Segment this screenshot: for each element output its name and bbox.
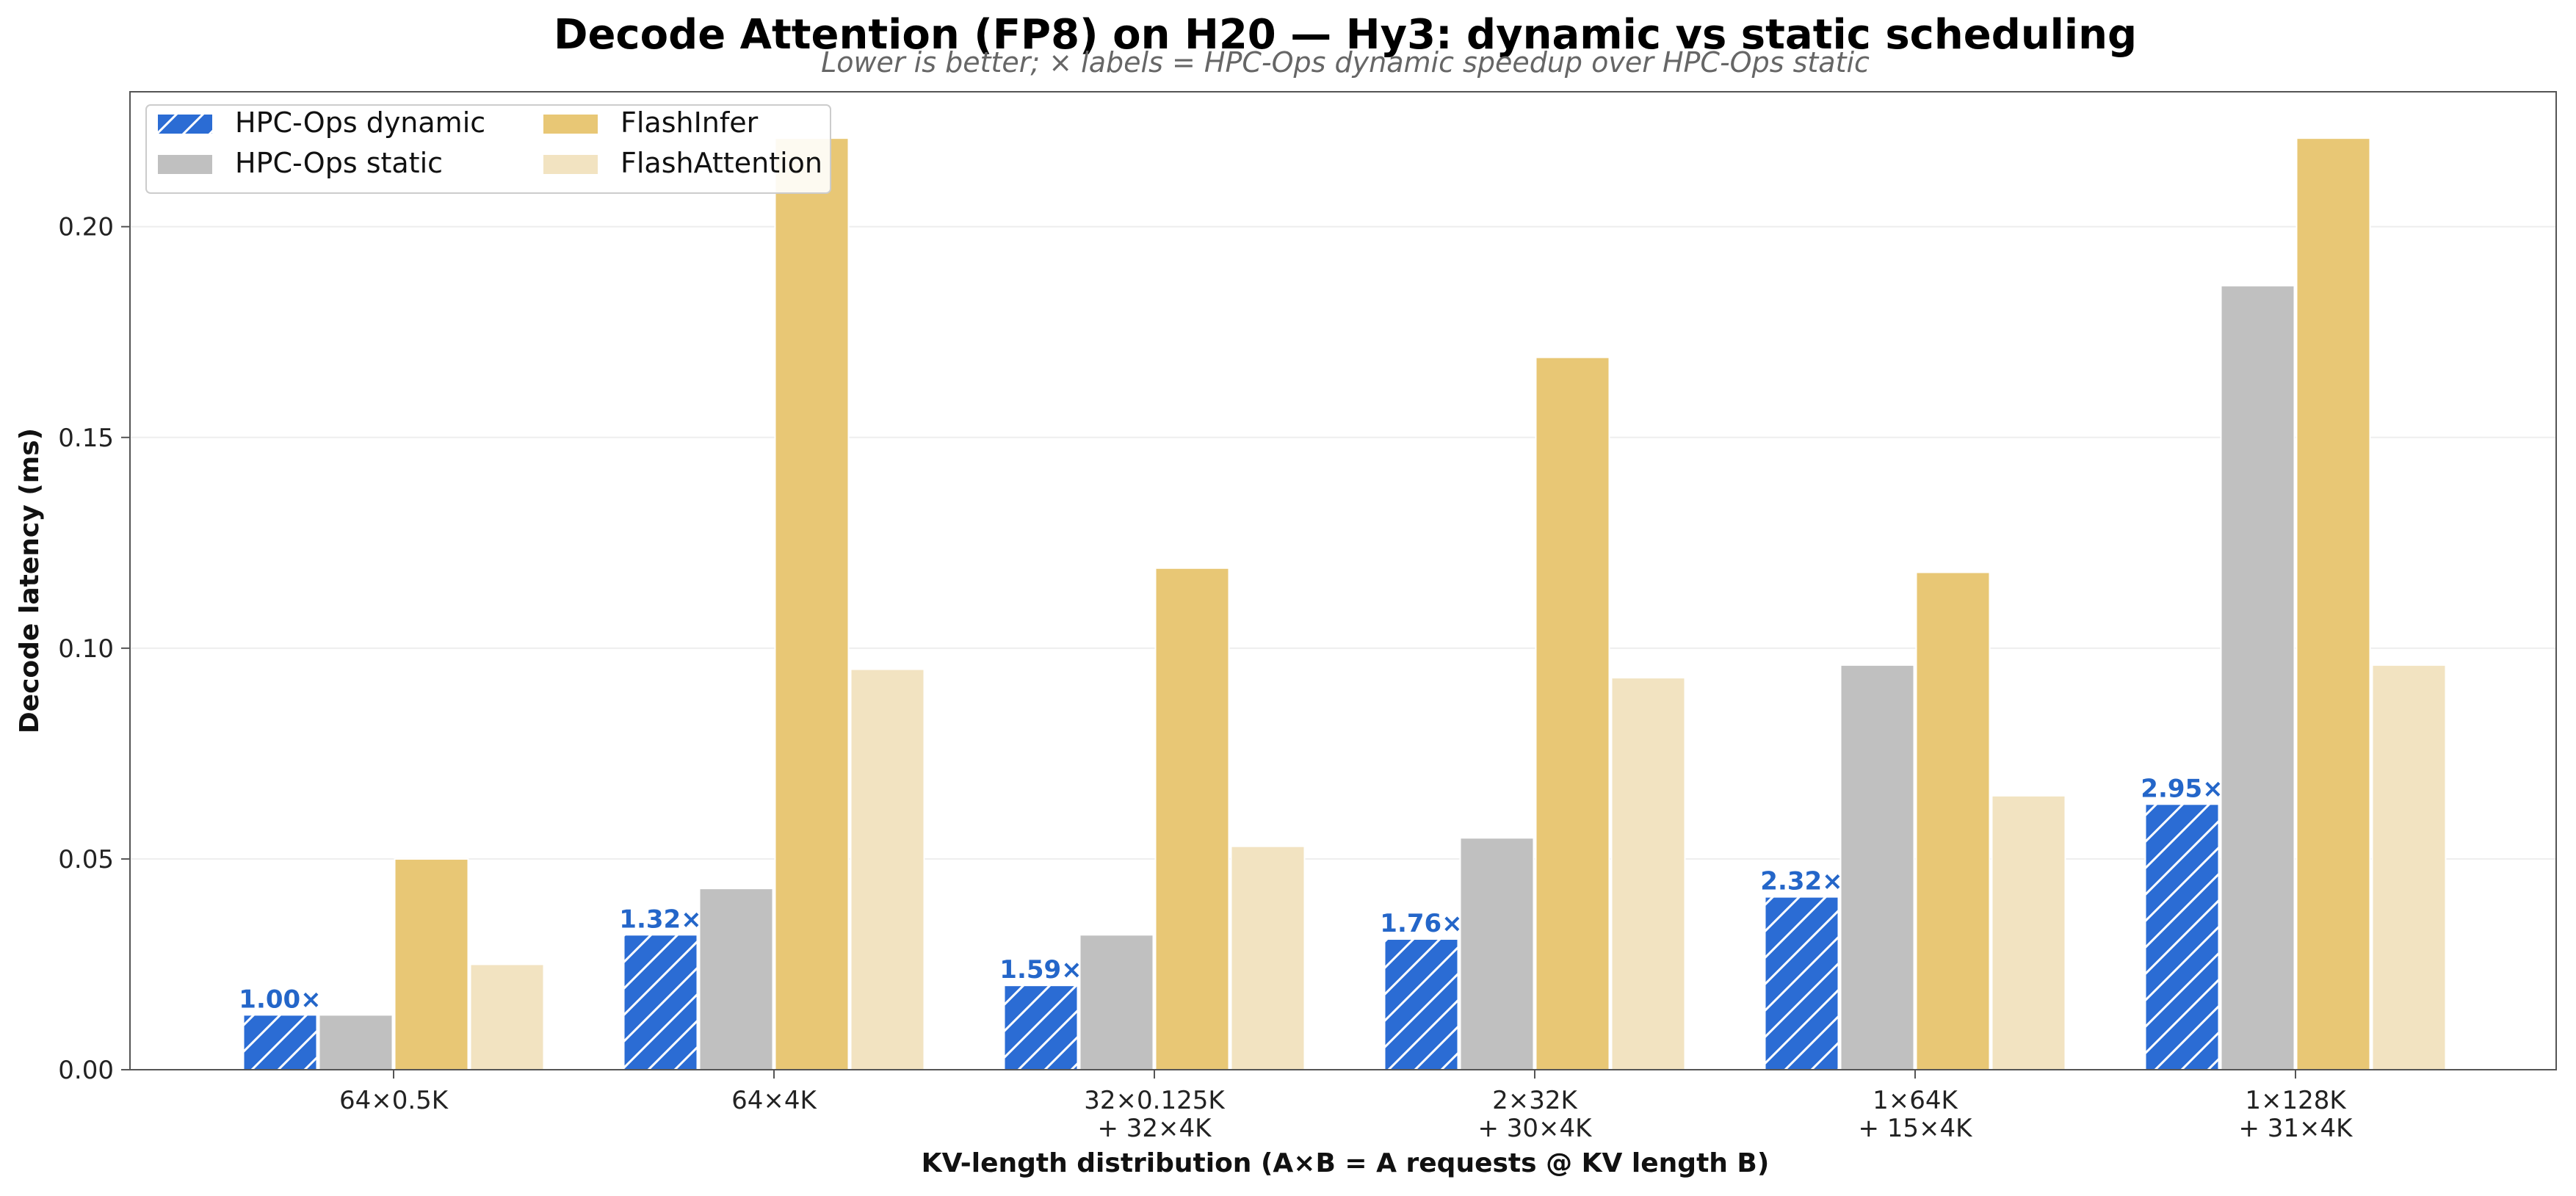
speedup-label: 2.32× [1760,867,1842,896]
bar-hpc-ops-dynamic [623,934,698,1071]
speedup-label: 1.00× [239,985,321,1014]
x-tick-label: + 32×4K [1098,1114,1213,1143]
legend-frame [145,104,831,194]
x-tick-label: 1×64K [1873,1086,1958,1115]
x-tick-label: + 30×4K [1478,1114,1593,1143]
bar-hpc-ops-dynamic [2144,803,2220,1070]
y-tick-label: 0.15 [58,424,114,453]
bar-hpc-ops-static [1839,664,1915,1070]
bar-hpc-ops-dynamic [1003,985,1079,1070]
y-tick-label: 0.05 [58,845,114,874]
x-tick-label: + 15×4K [1859,1114,1974,1143]
legend-label: FlashInfer [621,106,759,139]
x-tick-label: 64×0.5K [339,1086,449,1115]
bar-hpc-ops-static [2220,285,2295,1071]
bar-flashinfer [1535,356,1610,1070]
bar-flashinfer [1154,567,1230,1070]
grid-lines [130,225,2556,860]
bar-flashattention [1610,677,1686,1070]
bar-flashinfer [2295,137,2371,1071]
legend-swatch [543,115,598,134]
x-tick-label: + 31×4K [2239,1114,2354,1143]
x-axis-ticks: 64×0.5K 64×4K 32×0.125K+ 32×4K 2×32K+ 30×4K… [339,1070,2354,1143]
bar-hpc-ops-static [698,888,774,1071]
legend-label: HPC-Ops static [235,147,443,179]
bar-hpc-ops-static [318,1014,394,1070]
chart-title: Decode Attention (FP8) on H20 — Hy3: dyn… [554,11,2137,59]
x-tick-label: 2×32K [1492,1086,1578,1115]
legend-label: FlashAttention [621,147,822,179]
y-tick-label: 0.00 [58,1056,114,1085]
bar-flashinfer [394,858,469,1070]
speedup-label: 1.32× [619,905,701,934]
y-tick-label: 0.20 [58,213,114,242]
bar-hpc-ops-dynamic [1383,938,1459,1070]
legend: HPC-Ops dynamic HPC-Ops static FlashInfer F… [145,104,831,194]
x-tick-label: 32×0.125K [1084,1086,1226,1115]
bar-flashattention [469,963,545,1071]
legend-swatch [543,155,598,174]
bar-flashinfer [1915,571,1991,1070]
legend-swatch [158,115,212,134]
speedup-label: 1.59× [999,955,1082,985]
x-axis-label: KV-length distribution (A×B = A requests… [922,1148,1770,1178]
x-tick-label: 64×4K [731,1086,817,1115]
speedup-label: 1.76× [1380,909,1462,938]
bar-flashattention [1991,794,2066,1070]
speedup-labels: 1.00× 1.32× 1.59× 1.76× 2.32× 2.95× [239,774,2223,1014]
bar-flashattention [2371,664,2447,1070]
bar-hpc-ops-dynamic [242,1014,318,1070]
bar-hpc-ops-dynamic [1764,896,1839,1070]
legend-label: HPC-Ops dynamic [235,106,485,139]
bar-flashattention [1230,845,1306,1070]
plot-frame [129,91,2557,1070]
y-tick-label: 0.10 [58,634,114,664]
y-axis-label: Decode latency (ms) [15,428,45,733]
bars [242,137,2447,1071]
bar-flashinfer [774,137,850,1071]
bar-hpc-ops-static [1459,837,1535,1070]
speedup-label: 2.95× [2141,774,2223,803]
legend-swatch [158,155,212,174]
bar-hpc-ops-static [1079,934,1154,1071]
chart-subtitle: Lower is better; × labels = HPC-Ops dyna… [821,46,1870,79]
bar-flashattention [850,668,925,1070]
x-tick-label: 1×128K [2245,1086,2347,1115]
y-axis-ticks: 0.00 0.05 0.10 0.15 0.20 [58,213,130,1085]
